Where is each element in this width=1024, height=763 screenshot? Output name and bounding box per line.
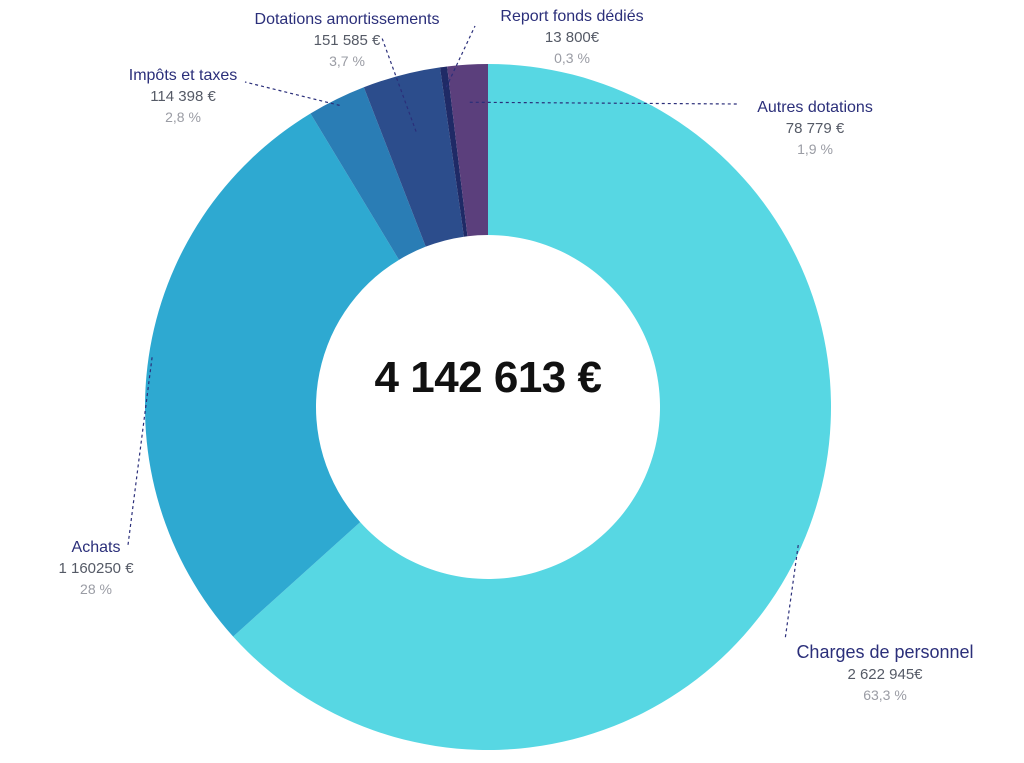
series-percent: 63,3 % <box>863 687 907 703</box>
series-percent: 3,7 % <box>329 53 365 69</box>
series-name: Autres dotations <box>757 99 873 116</box>
donut-slice-charges <box>233 64 831 750</box>
series-name: Dotations amortissements <box>254 11 440 28</box>
series-name: Impôts et taxes <box>128 67 238 84</box>
series-name: Report fonds dédiés <box>500 8 644 25</box>
donut-slice-autres <box>447 64 488 237</box>
leader-line-autres <box>469 101 739 105</box>
label-charges-de-personnel: Charges de personnel 2 622 945€ 63,3 % <box>796 640 973 706</box>
donut-total: 4 142 613 € <box>374 353 602 402</box>
label-achats: Achats 1 160250 € 28 % <box>58 537 133 600</box>
donut-slice-achats <box>145 113 399 637</box>
series-name: Charges de personnel <box>796 642 974 662</box>
series-percent: 28 % <box>80 581 112 597</box>
series-value: 151 585 € <box>313 32 381 49</box>
donut-slice-impots <box>310 87 426 260</box>
series-percent: 2,8 % <box>165 109 201 125</box>
series-value: 2 622 945€ <box>847 666 923 683</box>
series-name: Achats <box>71 539 121 556</box>
series-value: 114 398 € <box>150 88 216 105</box>
leader-lines <box>127 25 799 641</box>
label-impots-et-taxes: Impôts et taxes 114 398 € 2,8 % <box>129 65 238 128</box>
series-value: 78 779 € <box>785 120 845 137</box>
leader-line-impots <box>244 81 340 106</box>
donut-slice-dotations <box>363 67 464 247</box>
label-report-fonds-dedies: Report fonds dédiés 13 800€ 0,3 % <box>500 6 643 69</box>
label-autres-dotations: Autres dotations 78 779 € 1,9 % <box>757 97 873 160</box>
donut-slice-report <box>439 66 468 237</box>
leader-line-charges <box>784 544 799 641</box>
leader-line-achats <box>127 357 153 546</box>
leader-line-report <box>445 25 476 88</box>
series-value: 13 800€ <box>544 29 600 46</box>
label-dotations-amortissements: Dotations amortissements 151 585 € 3,7 % <box>255 9 440 72</box>
series-percent: 1,9 % <box>797 141 833 157</box>
leader-line-dotations <box>381 37 417 132</box>
series-value: 1 160250 € <box>58 560 134 577</box>
donut-slices <box>145 64 831 750</box>
series-percent: 0,3 % <box>554 50 590 66</box>
